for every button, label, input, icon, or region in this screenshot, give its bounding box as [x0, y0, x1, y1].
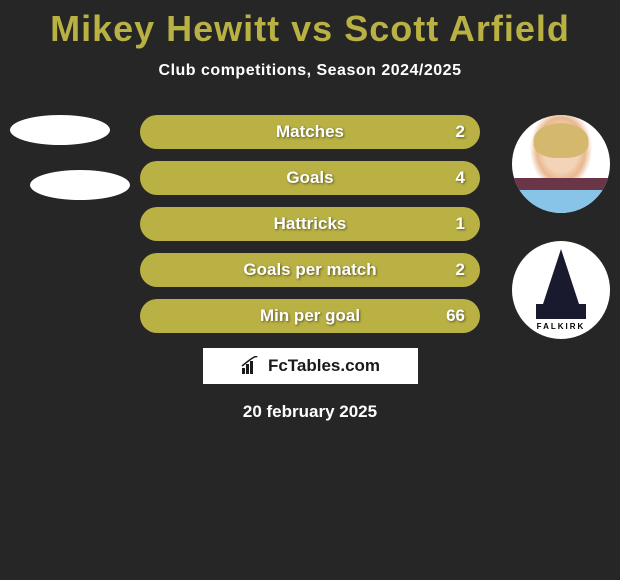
- stat-bar-goals-per-match: Goals per match 2: [140, 253, 480, 287]
- chart-icon: [240, 356, 262, 376]
- player1-avatars: [10, 115, 130, 225]
- stat-label: Matches: [276, 122, 344, 142]
- stat-value: 4: [456, 168, 465, 188]
- stat-value: 2: [456, 122, 465, 142]
- player1-avatar-placeholder: [10, 115, 110, 145]
- branding-text: FcTables.com: [268, 356, 380, 376]
- player-photo-icon: [512, 115, 610, 213]
- player1-club-placeholder: [30, 170, 130, 200]
- stat-bar-matches: Matches 2: [140, 115, 480, 149]
- stat-value: 2: [456, 260, 465, 280]
- stat-label: Goals per match: [243, 260, 376, 280]
- club-logo-text: FALKIRK: [537, 322, 586, 331]
- player2-avatar: [512, 115, 610, 213]
- stat-bar-hattricks: Hattricks 1: [140, 207, 480, 241]
- stat-bar-min-per-goal: Min per goal 66: [140, 299, 480, 333]
- player1-name: Mikey Hewitt: [50, 8, 280, 49]
- fctables-logo: FcTables.com: [240, 356, 380, 376]
- vs-text: vs: [291, 8, 333, 49]
- stat-bar-goals: Goals 4: [140, 161, 480, 195]
- tower-icon: [543, 249, 579, 304]
- player2-name: Scott Arfield: [344, 8, 570, 49]
- content-area: FALKIRK Matches 2 Goals 4 Hattricks 1 Go…: [0, 110, 620, 422]
- stat-label: Goals: [286, 168, 333, 188]
- stat-value: 66: [446, 306, 465, 326]
- subtitle: Club competitions, Season 2024/2025: [0, 62, 620, 80]
- comparison-title: Mikey Hewitt vs Scott Arfield: [0, 0, 620, 50]
- stat-label: Hattricks: [274, 214, 347, 234]
- date-text: 20 february 2025: [0, 402, 620, 422]
- player2-avatars: FALKIRK: [512, 115, 610, 367]
- stat-label: Min per goal: [260, 306, 360, 326]
- stat-bars-container: Matches 2 Goals 4 Hattricks 1 Goals per …: [140, 110, 480, 333]
- stat-value: 1: [456, 214, 465, 234]
- player2-club-logo: FALKIRK: [512, 241, 610, 339]
- branding-section: FcTables.com: [203, 348, 418, 384]
